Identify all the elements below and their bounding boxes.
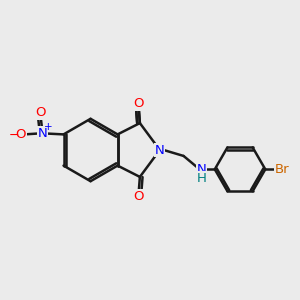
Text: O: O: [133, 190, 144, 203]
Text: O: O: [35, 106, 46, 119]
Text: N: N: [155, 143, 165, 157]
Text: O: O: [133, 97, 144, 110]
Text: −: −: [9, 129, 20, 142]
Text: H: H: [196, 172, 206, 185]
Text: +: +: [44, 122, 52, 132]
Text: N: N: [37, 127, 47, 140]
Text: N: N: [196, 163, 206, 176]
Text: Br: Br: [274, 163, 289, 176]
Text: O: O: [16, 128, 26, 141]
